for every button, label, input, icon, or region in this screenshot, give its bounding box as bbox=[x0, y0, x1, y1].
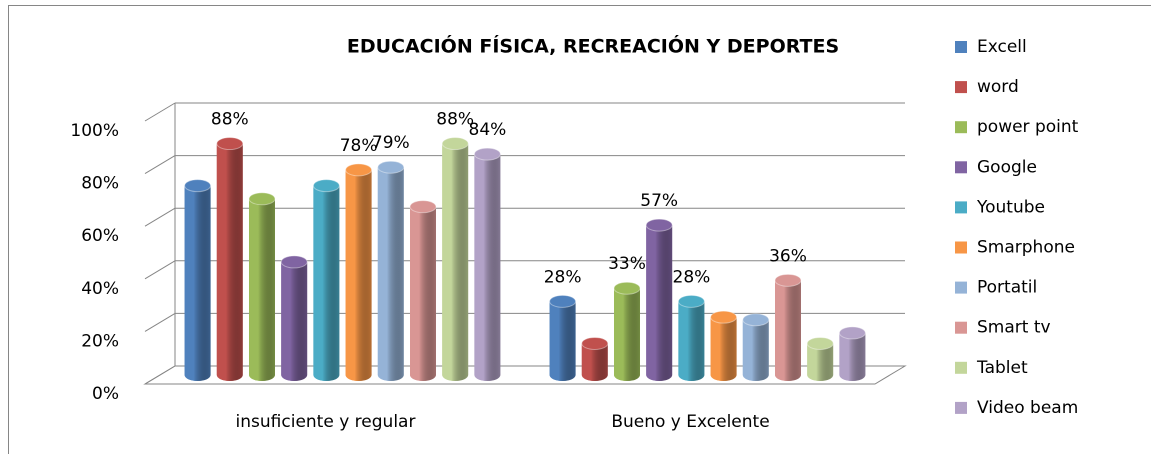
chart-frame bbox=[9, 6, 1151, 455]
data-label: 28% bbox=[544, 267, 582, 287]
bar bbox=[743, 314, 769, 381]
bar-shade bbox=[281, 262, 307, 381]
bar-shade bbox=[474, 154, 500, 381]
bar bbox=[442, 138, 468, 381]
bar-top bbox=[346, 164, 372, 176]
legend-swatch bbox=[955, 282, 967, 294]
legend-label: Video beam bbox=[977, 398, 1078, 418]
bar-shade bbox=[646, 225, 672, 381]
data-label: 88% bbox=[211, 110, 249, 130]
bar-top bbox=[410, 201, 436, 213]
chart-title: EDUCACIÓN FÍSICA, RECREACIÓN Y DEPORTES bbox=[347, 34, 839, 58]
bar bbox=[646, 219, 672, 381]
legend-label: power point bbox=[977, 117, 1079, 137]
bar bbox=[378, 161, 404, 381]
legend-swatch bbox=[955, 81, 967, 93]
bar-top bbox=[313, 180, 339, 192]
bar-top bbox=[743, 314, 769, 326]
bar-top bbox=[614, 282, 640, 294]
bar bbox=[217, 138, 243, 381]
y-tick-label: 40% bbox=[81, 279, 119, 299]
bar-top bbox=[678, 295, 704, 307]
bar-top bbox=[217, 138, 243, 150]
bar bbox=[839, 327, 865, 381]
bar bbox=[249, 193, 275, 381]
bar-top bbox=[281, 256, 307, 268]
bar-shade bbox=[346, 170, 372, 381]
bar bbox=[582, 337, 608, 381]
legend-swatch bbox=[955, 121, 967, 133]
bar bbox=[807, 337, 833, 381]
legend-swatch bbox=[955, 201, 967, 213]
bar-top bbox=[474, 148, 500, 160]
bar bbox=[346, 164, 372, 381]
y-tick-label: 100% bbox=[70, 121, 119, 141]
bar-shade bbox=[313, 186, 339, 381]
data-label: 79% bbox=[372, 133, 410, 153]
bar bbox=[281, 256, 307, 381]
data-label: 33% bbox=[608, 254, 646, 274]
bar-shade bbox=[775, 280, 801, 381]
data-label: 84% bbox=[469, 120, 507, 140]
bar bbox=[678, 295, 704, 381]
legend-label: Google bbox=[977, 157, 1037, 177]
legend-label: Portatil bbox=[977, 278, 1037, 298]
y-tick-label: 0% bbox=[92, 384, 119, 404]
x-tick-label: insuficiente y regular bbox=[236, 412, 416, 432]
bar-shade bbox=[678, 301, 704, 381]
bar-top bbox=[582, 337, 608, 349]
bar-top bbox=[550, 295, 576, 307]
bar bbox=[313, 180, 339, 381]
x-tick-label: Bueno y Excelente bbox=[611, 412, 769, 432]
bar-top bbox=[775, 274, 801, 286]
legend-swatch bbox=[955, 402, 967, 414]
bar-shade bbox=[217, 144, 243, 381]
data-label: 28% bbox=[673, 267, 711, 287]
bar-top bbox=[249, 193, 275, 205]
bar bbox=[185, 180, 211, 381]
bar-top bbox=[442, 138, 468, 150]
bar-shade bbox=[410, 207, 436, 381]
bar bbox=[550, 295, 576, 381]
bar bbox=[775, 274, 801, 381]
legend-label: Smart tv bbox=[977, 318, 1051, 338]
bar-top bbox=[839, 327, 865, 339]
legend-label: Smarphone bbox=[977, 238, 1075, 258]
legend-label: word bbox=[977, 77, 1019, 97]
legend-swatch bbox=[955, 161, 967, 173]
legend-label: Tablet bbox=[976, 358, 1028, 378]
bar-shade bbox=[378, 167, 404, 381]
bar-top bbox=[185, 180, 211, 192]
legend-swatch bbox=[955, 242, 967, 254]
bar bbox=[614, 282, 640, 381]
data-label: 36% bbox=[769, 246, 807, 266]
bar bbox=[711, 311, 737, 381]
y-tick-label: 20% bbox=[81, 331, 119, 351]
bar bbox=[410, 201, 436, 381]
legend-swatch bbox=[955, 362, 967, 374]
bar-shade bbox=[550, 301, 576, 381]
bar-shade bbox=[711, 317, 737, 381]
bar-shade bbox=[442, 144, 468, 381]
data-label: 57% bbox=[640, 191, 678, 211]
legend-label: Excell bbox=[977, 37, 1027, 57]
bar-shade bbox=[839, 333, 865, 381]
y-tick-label: 80% bbox=[81, 174, 119, 194]
bar-top bbox=[646, 219, 672, 231]
bar-shade bbox=[249, 199, 275, 381]
bar-top bbox=[807, 337, 833, 349]
legend-label: Youtube bbox=[976, 197, 1045, 217]
bar-shade bbox=[614, 288, 640, 381]
bar-top bbox=[711, 311, 737, 323]
y-tick-label: 60% bbox=[81, 226, 119, 246]
legend-swatch bbox=[955, 322, 967, 334]
bar-shade bbox=[743, 320, 769, 381]
bar-shade bbox=[185, 186, 211, 381]
bar bbox=[474, 148, 500, 381]
legend-swatch bbox=[955, 41, 967, 53]
bar-top bbox=[378, 161, 404, 173]
